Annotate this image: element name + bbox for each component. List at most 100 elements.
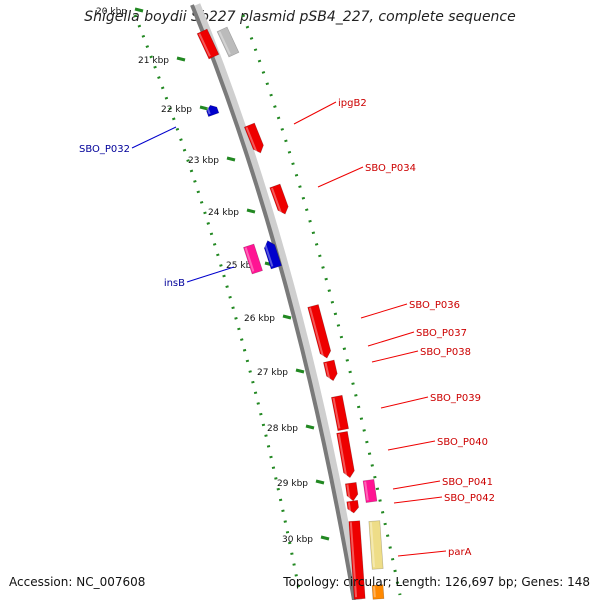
gene-label-forward: SBO_P037 <box>416 328 467 339</box>
ruler-tick <box>199 105 209 111</box>
tick-label: 25 kbp <box>226 261 257 271</box>
gene-label-reverse: SBO_P032 <box>79 144 130 155</box>
gene-orange-bottom-shape <box>371 584 385 600</box>
leader-line <box>397 550 447 557</box>
gene-orange-bottom-highlight <box>373 586 376 598</box>
accession-text: Accession: NC_007608 <box>9 575 146 589</box>
gene-label-forward: SBO_P039 <box>430 393 481 404</box>
gene-SBO_P039 <box>331 394 349 432</box>
gene-SBO_P034-highlight <box>270 187 283 214</box>
leader-line <box>186 266 235 283</box>
gene-parA <box>368 520 384 570</box>
gene-parA-highlight <box>369 522 376 568</box>
gene-SBO_P036-highlight <box>308 307 325 358</box>
gene-SBO_P034 <box>269 183 289 215</box>
tick-label: 20 kbp <box>96 7 127 17</box>
gene-pink-insB-highlight <box>244 247 255 272</box>
map-title: Shigella boydii Sb227 plasmid pSB4_227, … <box>84 9 516 25</box>
gene-orange-bottom <box>371 584 385 600</box>
ruler-tick <box>226 156 236 162</box>
gene-forward-top <box>196 28 220 60</box>
gene-ipgB2-highlight <box>245 126 258 153</box>
gene-label-forward: SBO_P038 <box>420 347 471 358</box>
gene-parA-shape <box>368 520 384 570</box>
gene-SBO_P040-highlight <box>337 433 348 477</box>
gene-SBO_P036-shape <box>307 304 332 359</box>
genes-layer <box>196 26 385 600</box>
tick-label: 28 kbp <box>267 424 298 434</box>
leader-line <box>392 480 441 490</box>
gene-label-forward: ipgB2 <box>338 98 367 109</box>
forward-ruler-track <box>241 14 402 596</box>
gene-SBO_P040 <box>336 431 355 479</box>
leader-line <box>393 496 443 504</box>
gene-forward-top-highlight <box>198 33 211 57</box>
gene-label-forward: SBO_P036 <box>409 300 460 311</box>
gene-pink-insB-shape <box>243 243 263 275</box>
leader-line <box>387 440 436 451</box>
gene-SBO_P037 <box>323 359 338 382</box>
tick-label: 29 kbp <box>277 479 308 489</box>
gene-pink-P041-highlight <box>364 481 369 501</box>
leader-line <box>293 101 337 125</box>
tick-label: 30 kbp <box>282 535 313 545</box>
gene-SBO_P041 <box>344 481 359 502</box>
gene-insB <box>263 240 282 270</box>
leader-line <box>360 303 408 319</box>
gene-SBO_P037-highlight <box>324 362 331 380</box>
gene-reverse-small-highlight <box>206 107 211 115</box>
gene-SBO_P037-shape <box>323 359 338 382</box>
leader-line <box>380 396 429 409</box>
leader-line <box>131 126 177 149</box>
gene-forward-top-shape <box>196 28 220 60</box>
gene-SBO_P042 <box>346 499 359 514</box>
gene-pink-insB <box>243 243 263 275</box>
ruler-tick <box>315 479 325 485</box>
gene-label-forward: SBO_P040 <box>437 437 488 448</box>
gene-reverse-small <box>206 104 220 117</box>
ruler-tick <box>295 368 305 374</box>
gene-SBO_P041-shape <box>344 481 359 502</box>
gene-label-forward: SBO_P041 <box>442 477 493 488</box>
ticks-layer: 20 kbp 21 kbp 22 kbp 23 kbp 24 kbp 25 kbp 26 k… <box>96 7 330 545</box>
topology-text: Topology: circular; Length: 126,697 bp; … <box>283 575 590 589</box>
tick-label: 26 kbp <box>244 314 275 324</box>
ruler-tick <box>246 208 256 214</box>
gene-SBO_P040-shape <box>336 431 355 479</box>
gene-ipgB2 <box>243 122 264 154</box>
gene-SBO_P042-shape <box>346 499 359 514</box>
gene-ipgB2-shape <box>243 122 264 154</box>
gene-label-forward: SBO_P042 <box>444 493 495 504</box>
ruler-tick <box>282 314 292 320</box>
leader-line <box>371 350 419 363</box>
leader-line <box>367 331 415 347</box>
gene-grey-top-shape <box>216 26 240 58</box>
gene-label-forward: parA <box>448 547 472 558</box>
tick-label: 21 kbp <box>138 56 169 66</box>
ruler-tick <box>176 56 186 62</box>
gene-pink-P041 <box>362 479 378 503</box>
gene-SBO_P036 <box>307 304 332 359</box>
gene-pink-P041-shape <box>362 479 378 503</box>
gene-parA-adjacent-highlight <box>349 522 358 598</box>
tick-label: 27 kbp <box>257 368 288 378</box>
ruler-tick <box>134 7 144 13</box>
gene-label-forward: SBO_P034 <box>365 163 416 174</box>
ruler-tick <box>305 424 315 430</box>
gene-SBO_P041-highlight <box>346 484 351 500</box>
labels-layer: ipgB2 SBO_P034 SBO_P036 SBO_P037 SBO_P038 SBO… <box>79 98 495 558</box>
gene-SBO_P034-shape <box>269 183 289 215</box>
ruler-tick <box>320 535 330 541</box>
gene-label-reverse: insB <box>164 278 185 289</box>
leader-line <box>317 166 364 188</box>
backbone <box>190 4 356 600</box>
gene-insB-shape <box>263 240 282 270</box>
gene-parA-adjacent <box>348 520 366 600</box>
gene-SBO_P039-highlight <box>332 397 341 429</box>
gene-parA-adjacent-shape <box>348 520 366 600</box>
gene-SBO_P039-shape <box>331 394 349 432</box>
gene-grey-top-highlight <box>218 31 231 55</box>
tick-label: 24 kbp <box>208 208 239 218</box>
backbone-shadow <box>191 3 363 600</box>
